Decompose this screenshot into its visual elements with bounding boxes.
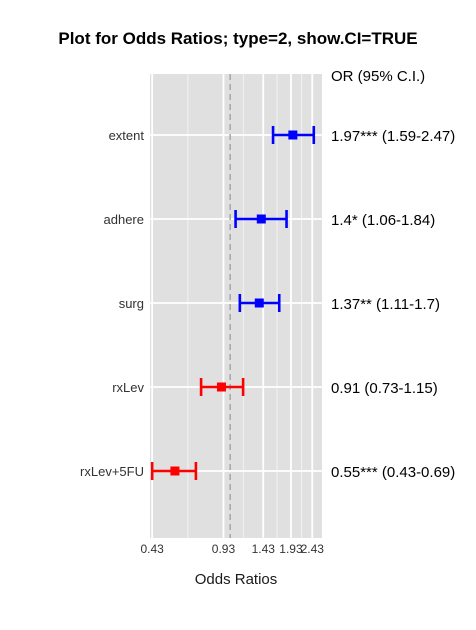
row-label: adhere [104,212,144,227]
x-tick-label: 0.43 [140,542,164,556]
or-point [254,298,264,308]
or-point [216,382,226,392]
or-marks [150,126,316,480]
ci-annotation: 1.97*** (1.59-2.47) [331,128,455,145]
x-tick-label: 2.43 [301,542,325,556]
ci-annotation: 0.91 (0.73-1.15) [331,380,438,397]
chart-title: Plot for Odds Ratios; type=2, show.CI=TR… [58,29,418,48]
ci-annotation: 1.37** (1.11-1.7) [331,296,440,313]
plot-panel [150,74,322,538]
x-tick-label: 1.43 [252,542,276,556]
row-label: rxLev [112,380,144,395]
row-label: rxLev+5FU [80,464,144,479]
ci-annotation: 0.55*** (0.43-0.69) [331,464,455,481]
row-label: surg [119,296,144,311]
x-axis-label: Odds Ratios [195,571,278,588]
ci-annotation: 1.4* (1.06-1.84) [331,212,435,229]
or-point [170,466,180,476]
x-tick-label: 0.93 [212,542,236,556]
or-point [256,214,266,224]
row-label: extent [109,128,145,143]
x-tick-label: 1.93 [279,542,303,556]
chart-text: OR (95% C.I.) Odds Ratios extent 1.97*** … [80,68,455,588]
ci-column-header: OR (95% C.I.) [331,68,425,85]
or-point [288,130,298,140]
